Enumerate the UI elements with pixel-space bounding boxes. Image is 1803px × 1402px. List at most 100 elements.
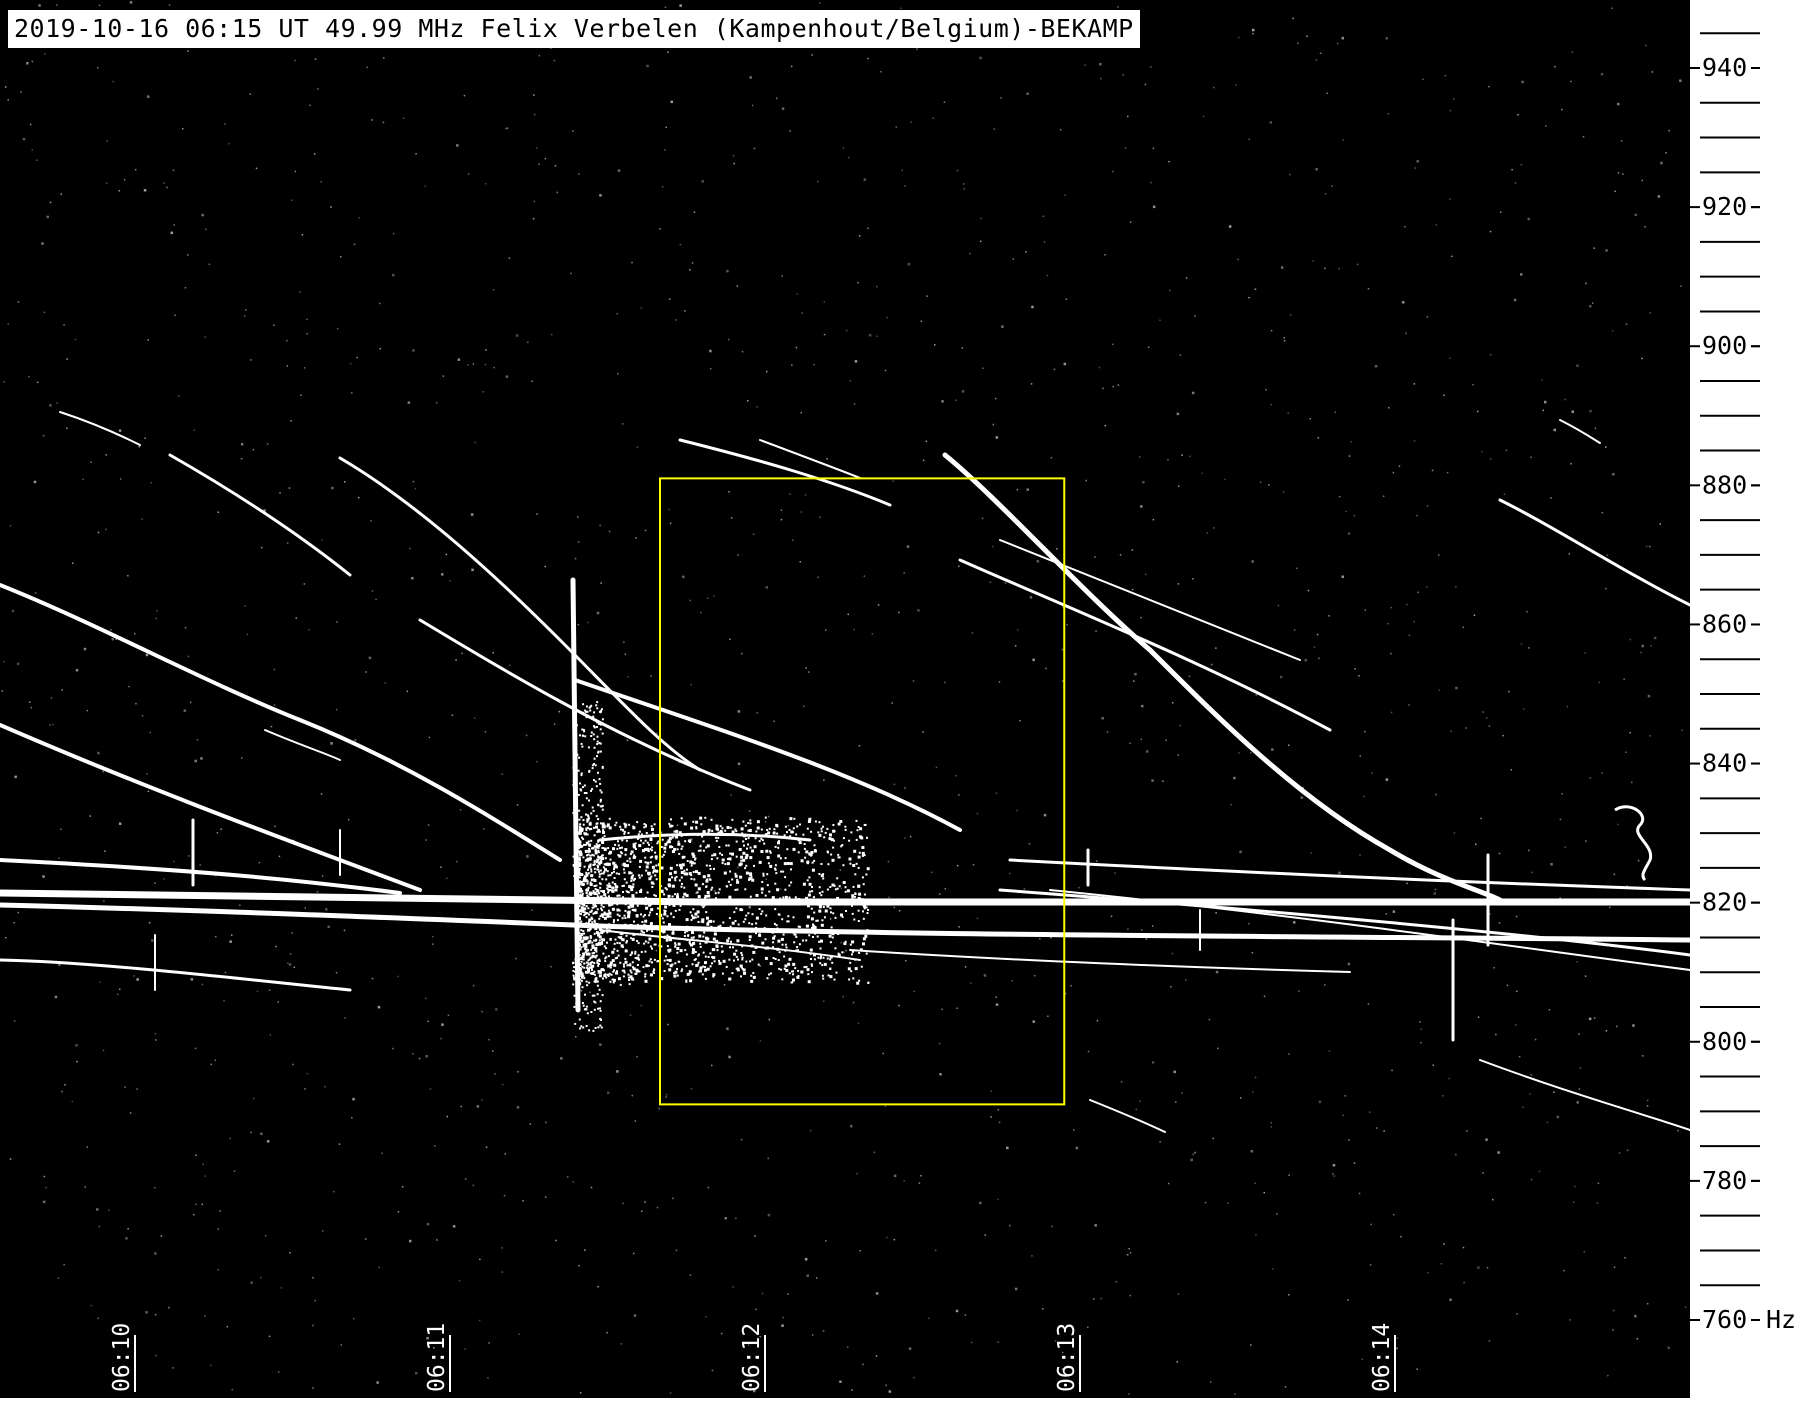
echo-cloud-point (829, 941, 832, 944)
echo-cloud-point (697, 849, 700, 852)
echo-cloud-point (602, 890, 606, 893)
echo-cloud-point (816, 935, 819, 938)
echo-cloud-point (692, 908, 695, 911)
echo-cloud-point (863, 902, 866, 905)
noise-speck (1315, 168, 1318, 171)
noise-speck (1465, 727, 1467, 729)
echo-cloud-point (636, 837, 639, 840)
echo-cloud-point (705, 864, 708, 867)
noise-speck (1279, 675, 1283, 679)
echo-cloud-point (748, 935, 752, 939)
noise-speck (136, 1088, 138, 1090)
echo-cloud-point (592, 896, 595, 899)
noise-speck (700, 844, 702, 846)
noise-speck (854, 360, 858, 363)
echo-cloud-point (613, 925, 616, 928)
noise-speck (1095, 630, 1097, 632)
noise-speck (3, 381, 5, 383)
noise-speck (472, 363, 475, 365)
echo-cloud-point (644, 824, 647, 827)
echo-trace (1559, 419, 1601, 444)
noise-speck (134, 168, 137, 171)
noise-speck (1152, 518, 1155, 521)
echo-cloud-point (797, 975, 800, 977)
noise-speck (792, 932, 794, 935)
noise-speck (1605, 587, 1607, 590)
echo-cloud-point (628, 885, 632, 889)
echo-cloud-point (761, 910, 764, 913)
echo-cloud-point (712, 920, 715, 923)
noise-speck (432, 935, 434, 938)
noise-speck (1141, 929, 1143, 931)
noise-speck (1589, 305, 1592, 308)
highlight-box[interactable] (659, 477, 1066, 1106)
noise-speck (753, 1389, 756, 1393)
echo-trace (1008, 858, 1692, 892)
echo-cloud-point (797, 949, 799, 952)
echo-cloud-point (608, 884, 612, 888)
echo-cloud-point (627, 891, 629, 893)
echo-cloud-point (627, 973, 630, 976)
echo-cloud-point (823, 962, 827, 966)
noise-speck (1647, 694, 1651, 698)
noise-speck (1288, 1174, 1290, 1176)
noise-speck (1344, 1095, 1346, 1097)
noise-speck (7, 99, 9, 101)
echo-cloud-point (758, 933, 761, 936)
noise-speck (1546, 1121, 1549, 1124)
noise-speck (90, 461, 92, 463)
echo-cloud-point (867, 909, 870, 911)
noise-speck (452, 1225, 456, 1228)
noise-speck (260, 1276, 262, 1279)
noise-speck (49, 724, 51, 726)
noise-speck (110, 629, 112, 631)
echo-cloud-point (805, 939, 808, 942)
echo-cloud-point (821, 974, 824, 977)
echo-cloud-point (774, 845, 777, 848)
noise-speck (1059, 129, 1062, 131)
echo-cloud-point (580, 1025, 583, 1028)
echo-cloud-point (596, 725, 598, 728)
noise-speck (893, 1238, 896, 1241)
echo-cloud-point (580, 772, 583, 775)
noise-speck (689, 269, 691, 271)
noise-speck (313, 153, 316, 155)
noise-speck (1034, 974, 1036, 977)
echo-cloud-point (597, 1007, 599, 1010)
echo-cloud-point (589, 857, 592, 860)
echo-cloud-point (601, 826, 604, 829)
echo-cloud-point (580, 979, 583, 982)
echo-cloud-point (822, 877, 825, 880)
echo-cloud-point (854, 967, 858, 971)
noise-speck (170, 231, 173, 235)
noise-speck (955, 399, 957, 401)
noise-speck (97, 1317, 99, 1320)
echo-cloud-point (741, 956, 744, 959)
echo-cloud-point (593, 980, 596, 983)
echo-cloud-point (863, 907, 866, 910)
echo-cloud-point (606, 973, 609, 976)
echo-cloud-point (750, 979, 754, 983)
noise-speck (371, 590, 374, 592)
noise-speck (990, 1090, 992, 1092)
echo-cloud-point (650, 901, 653, 904)
noise-speck (1444, 74, 1447, 77)
noise-speck (147, 95, 150, 98)
echo-cloud-point (777, 841, 780, 845)
echo-cloud-point (694, 883, 698, 887)
echo-cloud-point (574, 1022, 577, 1025)
echo-cloud-point (689, 860, 693, 864)
noise-speck (1569, 1319, 1571, 1321)
echo-cloud-point (712, 975, 715, 978)
noise-speck (1347, 1299, 1349, 1301)
echo-trace (599, 929, 861, 961)
echo-cloud-point (640, 930, 643, 932)
noise-speck (286, 339, 288, 342)
echo-cloud-point (705, 936, 708, 940)
echo-cloud-point (718, 941, 721, 944)
noise-speck (412, 480, 415, 483)
echo-cloud-point (589, 821, 592, 824)
echo-cloud-point (587, 967, 590, 970)
noise-speck (160, 1235, 163, 1237)
echo-cloud-point (661, 929, 664, 933)
